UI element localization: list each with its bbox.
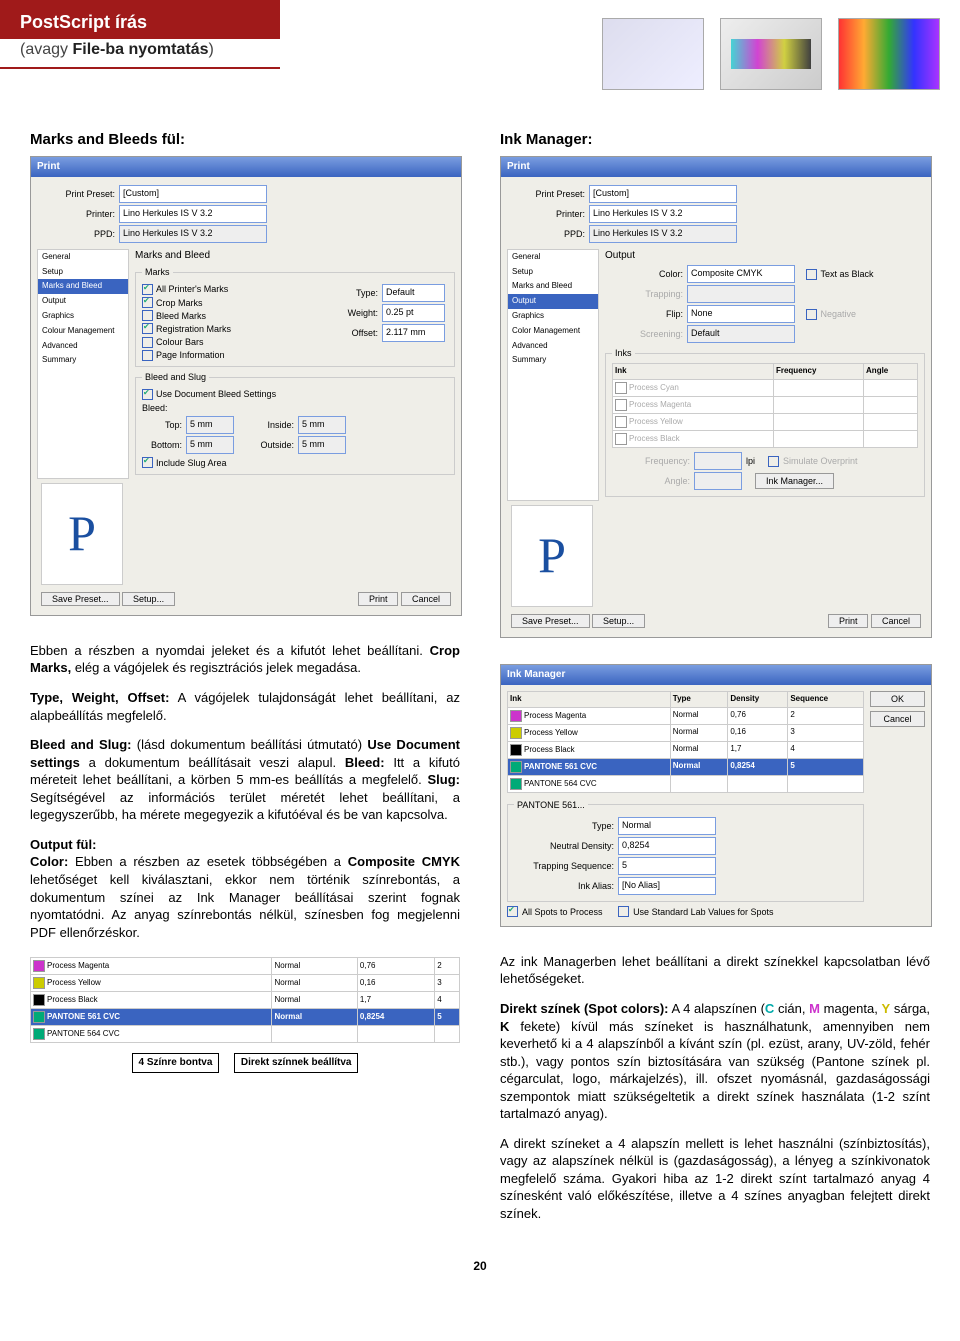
save-preset-button[interactable]: Save Preset... bbox=[41, 592, 120, 606]
sidebar-item[interactable]: Output bbox=[508, 294, 598, 309]
sidebar-item[interactable]: Summary bbox=[508, 353, 598, 368]
para: Bleed and Slug: (lásd dokumentum beállít… bbox=[30, 736, 460, 824]
preview-p: P bbox=[41, 483, 123, 585]
sidebar-item[interactable]: Color Management bbox=[508, 324, 598, 339]
use-doc-check[interactable] bbox=[142, 389, 153, 400]
sidebar-item[interactable]: Colour Management bbox=[38, 324, 128, 339]
page-subtitle: (avagy File-ba nyomtatás) bbox=[0, 39, 280, 69]
checkbox[interactable] bbox=[142, 284, 153, 295]
sidebar-item[interactable]: Graphics bbox=[38, 309, 128, 324]
page-title: PostScript írás bbox=[0, 0, 280, 39]
marks-heading: Marks and Bleeds fül: bbox=[30, 130, 460, 150]
print-button[interactable]: Print bbox=[358, 592, 399, 606]
header: PostScript írás (avagy File-ba nyomtatás… bbox=[0, 0, 960, 100]
all-spots-check[interactable] bbox=[507, 906, 518, 917]
sidebar-item[interactable]: General bbox=[508, 250, 598, 265]
dialog-title: Print bbox=[31, 157, 461, 177]
para: Type, Weight, Offset: A vágójelek tulajd… bbox=[30, 689, 460, 724]
density-input[interactable]: 0,8254 bbox=[618, 837, 716, 855]
sidebar-item[interactable]: Graphics bbox=[508, 309, 598, 324]
thumb-print bbox=[720, 18, 822, 90]
offset-input[interactable]: 2.117 mm bbox=[382, 324, 445, 342]
alias-select[interactable]: [No Alias] bbox=[618, 877, 716, 895]
thumb-monitor bbox=[602, 18, 704, 90]
lab-check[interactable] bbox=[618, 906, 629, 917]
callout-spot: Direkt színnek beállítva bbox=[234, 1053, 359, 1073]
para: Direkt színek (Spot colors): A 4 alapszí… bbox=[500, 1000, 930, 1123]
sidebar-item[interactable]: Setup bbox=[38, 265, 128, 280]
ink-heading: Ink Manager: bbox=[500, 130, 930, 150]
sidebar-item[interactable]: Marks and Bleed bbox=[508, 279, 598, 294]
checkbox[interactable] bbox=[142, 350, 153, 361]
para: A direkt színeket a 4 alapszín mellett i… bbox=[500, 1135, 930, 1223]
para: Ebben a részben a nyomdai jeleket és a k… bbox=[30, 642, 460, 677]
sidebar-item[interactable]: Advanced bbox=[38, 339, 128, 354]
sequence-input[interactable]: 5 bbox=[618, 857, 716, 875]
ink-manager-button[interactable]: Ink Manager... bbox=[755, 473, 834, 489]
para: Output fül:Color: Ebben a részben az ese… bbox=[30, 836, 460, 941]
preset-select[interactable]: [Custom] bbox=[119, 185, 267, 203]
dialog-sidebar: GeneralSetupMarks and BleedOutputGraphic… bbox=[507, 249, 599, 501]
flip-select[interactable]: None bbox=[687, 305, 795, 323]
sidebar-item[interactable]: Output bbox=[38, 294, 128, 309]
page-number: 20 bbox=[0, 1259, 960, 1273]
sidebar-item[interactable]: Summary bbox=[38, 353, 128, 368]
weight-select[interactable]: 0.25 pt bbox=[382, 304, 445, 322]
type-select[interactable]: Default bbox=[382, 284, 445, 302]
ok-button[interactable]: OK bbox=[870, 691, 925, 707]
left-column: Marks and Bleeds fül: Print Print Preset… bbox=[30, 130, 460, 1235]
checkbox[interactable] bbox=[142, 323, 153, 334]
header-thumbs bbox=[602, 18, 940, 90]
slug-check[interactable] bbox=[142, 457, 153, 468]
thumb-swatches bbox=[838, 18, 940, 90]
color-select[interactable]: Composite CMYK bbox=[687, 265, 795, 283]
sidebar-item[interactable]: Setup bbox=[508, 265, 598, 280]
print-dialog-marks: Print Print Preset:[Custom] Printer:Lino… bbox=[30, 156, 462, 616]
ink-type-select[interactable]: Normal bbox=[618, 817, 716, 835]
printer-select[interactable]: Lino Herkules IS V 3.2 bbox=[119, 205, 267, 223]
setup-button[interactable]: Setup... bbox=[122, 592, 175, 606]
cancel-button[interactable]: Cancel bbox=[870, 711, 925, 727]
print-dialog-output: Print Print Preset:[Custom] Printer:Lino… bbox=[500, 156, 932, 638]
dialog-sidebar: GeneralSetupMarks and BleedOutputGraphic… bbox=[37, 249, 129, 479]
preview-p: P bbox=[511, 505, 593, 607]
sidebar-item[interactable]: General bbox=[38, 250, 128, 265]
ink-manager-dialog: Ink Manager InkTypeDensitySequenceProces… bbox=[500, 664, 932, 927]
sidebar-item[interactable]: Marks and Bleed bbox=[38, 279, 128, 294]
callout-4color: 4 Színre bontva bbox=[132, 1053, 220, 1073]
para: Az ink Managerben lehet beállítani a dir… bbox=[500, 953, 930, 988]
right-column: Ink Manager: Print Print Preset:[Custom]… bbox=[500, 130, 930, 1235]
ppd-select: Lino Herkules IS V 3.2 bbox=[119, 225, 267, 243]
sidebar-item[interactable]: Advanced bbox=[508, 339, 598, 354]
checkbox[interactable] bbox=[142, 297, 153, 308]
cancel-button[interactable]: Cancel bbox=[401, 592, 451, 606]
checkbox[interactable] bbox=[142, 310, 153, 321]
checkbox[interactable] bbox=[142, 337, 153, 348]
ink-table-small: Process MagentaNormal0,762Process Yellow… bbox=[30, 957, 460, 1073]
